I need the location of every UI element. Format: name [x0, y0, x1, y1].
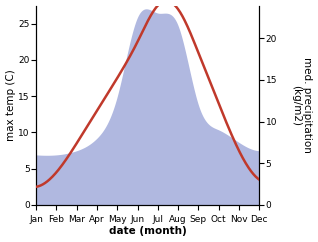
Y-axis label: med. precipitation
(kg/m2): med. precipitation (kg/m2) — [291, 57, 313, 153]
Y-axis label: max temp (C): max temp (C) — [5, 69, 16, 141]
X-axis label: date (month): date (month) — [109, 227, 187, 236]
